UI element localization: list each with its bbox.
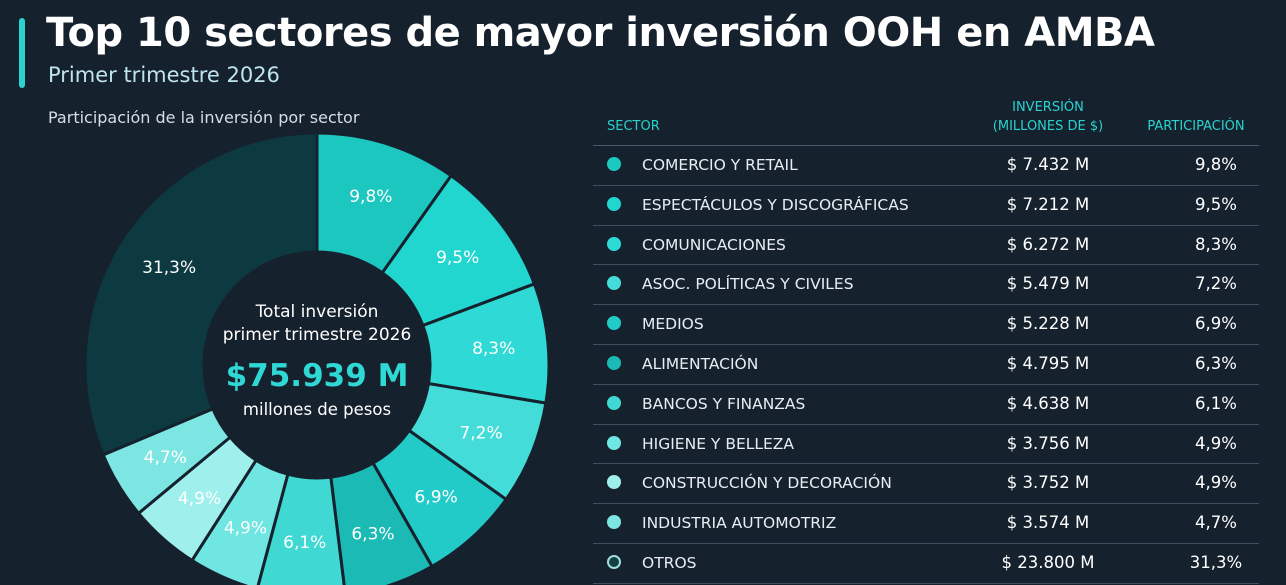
donut-slice	[329, 461, 435, 585]
sector-participacion: 6,3%	[1195, 353, 1237, 373]
sector-name: HIGIENE Y BELLEZA	[642, 434, 795, 453]
donut-slice	[256, 472, 346, 585]
sector-name: INDUSTRIA AUTOMOTRIZ	[642, 514, 837, 533]
header-inversion: INVERSIÓN (MILLONES DE $)	[973, 98, 1123, 136]
table-row: ASOC. POLÍTICAS Y CIVILES $ 5.479 M 7,2%	[593, 265, 1259, 306]
slice-label: 7,2%	[459, 424, 502, 444]
sector-inversion: $ 4.638 M	[1006, 393, 1090, 413]
table-row: HIGIENE Y BELLEZA $ 3.756 M 4,9%	[593, 425, 1259, 465]
table-row: COMUNICACIONES $ 6.272 M 8,3%	[593, 226, 1259, 266]
slice-label: 9,8%	[349, 187, 392, 207]
sector-name: OTROS	[642, 553, 697, 572]
center-unit: millones de pesos	[243, 400, 391, 419]
title-accent-bar	[19, 18, 25, 88]
legend-dot-icon	[607, 236, 621, 251]
table-row: ALIMENTACIÓN $ 4.795 M 6,3%	[593, 345, 1259, 385]
chart-caption: Participación de la inversión por sector	[48, 108, 360, 127]
sector-table: SECTOR INVERSIÓN (MILLONES DE $) PARTICI…	[593, 95, 1259, 584]
table-body: COMERCIO Y RETAIL $ 7.432 M 9,8% ESPECTÁCUL…	[593, 146, 1259, 584]
sector-name: CONSTRUCCIÓN Y DECORACIÓN	[642, 474, 892, 493]
sector-participacion: 31,3%	[1189, 552, 1243, 572]
slice-label: 4,7%	[144, 448, 187, 468]
center-line-1: Total inversión	[255, 302, 379, 322]
sector-participacion: 7,2%	[1195, 274, 1237, 294]
table-header: SECTOR INVERSIÓN (MILLONES DE $) PARTICI…	[593, 95, 1259, 146]
sector-name: BANCOS Y FINANZAS	[642, 394, 806, 413]
donut-chart: 9,8% 9,5% 8,3% 7,2% 6,9% 6,3% 6,1% 4,9%4,9% 4,7%…	[83, 131, 551, 585]
page-title: Top 10 sectores de mayor inversión OOH e…	[46, 10, 1155, 56]
slice-label: 4,9%	[224, 518, 267, 538]
legend-dot-icon	[607, 355, 621, 370]
legend-dot-icon	[607, 316, 621, 331]
table-row: MEDIOS $ 5.228 M 6,9%	[593, 305, 1259, 345]
legend-dot-icon	[607, 157, 621, 171]
table-row: CONSTRUCCIÓN Y DECORACIÓN $ 3.752 M 4,9%	[593, 464, 1259, 505]
sector-name: ALIMENTACIÓN	[642, 354, 759, 373]
sector-inversion: $ 3.752 M	[1006, 473, 1090, 493]
slice-label: 9,5%	[436, 248, 479, 268]
sector-name: COMUNICACIONES	[642, 235, 786, 254]
slice-label: 4,9%	[178, 489, 221, 509]
legend-dot-icon	[607, 554, 621, 569]
header-inversion-line1: INVERSIÓN	[1012, 100, 1084, 115]
sector-inversion: $ 7.432 M	[1006, 155, 1090, 174]
slice-label: 6,3%	[351, 524, 394, 544]
sector-participacion: 9,5%	[1195, 194, 1237, 214]
sector-inversion: $ 7.212 M	[1006, 194, 1090, 214]
table-row: ESPECTÁCULOS Y DISCOGRÁFICAS $ 7.212 M 9,5…	[593, 186, 1259, 226]
sector-inversion: $ 4.795 M	[1006, 353, 1090, 373]
table-row: COMERCIO Y RETAIL $ 7.432 M 9,8%	[593, 146, 1259, 186]
legend-dot-icon	[607, 276, 621, 291]
sector-participacion: 4,9%	[1195, 473, 1237, 493]
legend-dot-icon	[607, 395, 621, 410]
sector-inversion: $ 5.228 M	[1006, 314, 1090, 334]
center-total: $75.939 M	[226, 358, 409, 394]
legend-dot-icon	[607, 435, 621, 450]
legend-dot-icon	[607, 475, 621, 490]
header-inversion-line2: (MILLONES DE $)	[992, 119, 1104, 134]
donut-slice	[83, 131, 319, 457]
sector-inversion: $ 5.479 M	[1006, 274, 1090, 294]
sector-name: MEDIOS	[642, 315, 704, 334]
sector-inversion: $ 23.800 M	[1001, 552, 1095, 572]
legend-dot-icon	[607, 515, 621, 530]
slice-label: 8,3%	[472, 339, 515, 359]
sector-participacion: 4,9%	[1195, 433, 1237, 453]
sector-participacion: 9,8%	[1195, 155, 1237, 174]
sector-participacion: 4,7%	[1195, 513, 1237, 533]
slice-label: 6,1%	[283, 533, 326, 553]
sector-inversion: $ 6.272 M	[1006, 234, 1090, 254]
sector-participacion: 8,3%	[1195, 234, 1237, 254]
header-sector: SECTOR	[607, 119, 660, 134]
table-row: INDUSTRIA AUTOMOTRIZ $ 3.574 M 4,7%	[593, 504, 1259, 544]
sector-inversion: $ 3.756 M	[1006, 433, 1090, 453]
table-row: OTROS $ 23.800 M 31,3%	[593, 544, 1259, 584]
sector-participacion: 6,9%	[1195, 314, 1237, 334]
page-subtitle: Primer trimestre 2026	[48, 63, 280, 87]
sector-participacion: 6,1%	[1195, 393, 1237, 413]
slice-label: 6,9%	[415, 488, 458, 508]
legend-dot-icon	[607, 196, 621, 211]
header-participacion: PARTICIPACIÓN	[1147, 119, 1245, 134]
sector-name: COMERCIO Y RETAIL	[642, 156, 798, 174]
center-line-2: primer trimestre 2026	[223, 325, 412, 345]
slice-label: 31,3%	[142, 258, 196, 278]
sector-inversion: $ 3.574 M	[1006, 513, 1090, 533]
sector-name: ASOC. POLÍTICAS Y CIVILES	[642, 275, 854, 294]
sector-name: ESPECTÁCULOS Y DISCOGRÁFICAS	[642, 195, 909, 214]
table-row: BANCOS Y FINANZAS $ 4.638 M 6,1%	[593, 385, 1259, 425]
